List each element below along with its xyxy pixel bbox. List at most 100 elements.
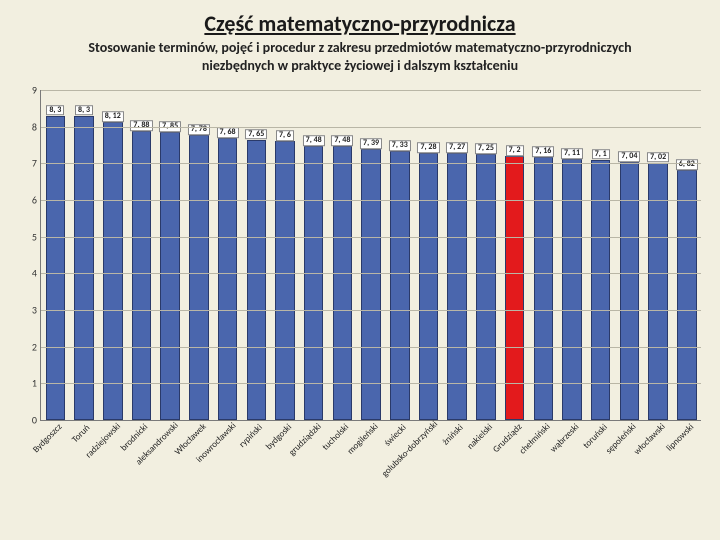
y-tick-label: 6 bbox=[25, 194, 37, 207]
bar-value-label: 7, 48 bbox=[303, 135, 325, 146]
gridline bbox=[41, 90, 701, 91]
bar bbox=[46, 116, 66, 420]
y-tick-label: 0 bbox=[25, 414, 37, 427]
bar-slot: 7, 11 bbox=[558, 90, 587, 420]
x-label-slot: Włocławek bbox=[184, 422, 213, 522]
bar-chart: 8, 38, 38, 127, 887, 857, 787, 687, 657,… bbox=[16, 84, 704, 524]
bar-value-label: 8, 3 bbox=[46, 105, 64, 116]
bar-value-label: 6, 82 bbox=[676, 159, 698, 170]
x-axis-labels: BydgoszczToruńradziejowskibrodnickialeks… bbox=[40, 422, 700, 522]
bar-slot: 8, 3 bbox=[70, 90, 99, 420]
x-label-slot: rypiński bbox=[241, 422, 270, 522]
bar-value-label: 7, 11 bbox=[561, 149, 583, 160]
x-label-slot: tucholski bbox=[327, 422, 356, 522]
bar-slot: 7, 27 bbox=[443, 90, 472, 420]
x-label-slot: brodnicki bbox=[126, 422, 155, 522]
y-tick-label: 9 bbox=[25, 84, 37, 97]
bar-value-label: 8, 12 bbox=[102, 111, 124, 122]
bar bbox=[304, 146, 324, 420]
x-label-slot: lipnowski bbox=[671, 422, 700, 522]
bar-slot: 8, 12 bbox=[98, 90, 127, 420]
slide: Część matematyczno-przyrodnicza Stosowan… bbox=[0, 0, 720, 540]
bar-slot: 7, 6 bbox=[271, 90, 300, 420]
x-axis-label: rypiński bbox=[237, 422, 265, 450]
subtitle-line-1: Stosowanie terminów, pojęć i procedur z … bbox=[88, 39, 631, 56]
x-axis-label: żniński bbox=[440, 422, 465, 447]
bar bbox=[189, 135, 209, 420]
gridline bbox=[41, 163, 701, 164]
x-label-slot: golubsko-dobrzyński bbox=[413, 422, 442, 522]
x-label-slot: Bydgoszcz bbox=[40, 422, 69, 522]
bar-slot: 7, 78 bbox=[185, 90, 214, 420]
bar bbox=[247, 140, 267, 421]
bar-value-label: 7, 25 bbox=[475, 143, 497, 154]
bar-slot: 7, 48 bbox=[328, 90, 357, 420]
bar-value-label: 7, 6 bbox=[276, 131, 294, 142]
subtitle-line-2: niezbędnych w praktyce życiowej i dalszy… bbox=[202, 57, 518, 74]
x-label-slot: wąbrzeski bbox=[557, 422, 586, 522]
x-label-slot: aleksandrowski bbox=[155, 422, 184, 522]
bar-slot: 7, 28 bbox=[414, 90, 443, 420]
bar bbox=[447, 153, 467, 420]
bar-value-label: 7, 2 bbox=[506, 145, 524, 156]
x-label-slot: bydgoski bbox=[270, 422, 299, 522]
bar-slot: 7, 88 bbox=[127, 90, 156, 420]
bar-slot: 7, 65 bbox=[242, 90, 271, 420]
bar bbox=[160, 132, 180, 420]
bar bbox=[218, 138, 238, 420]
bar-slot: 7, 2 bbox=[500, 90, 529, 420]
bar-value-label: 7, 65 bbox=[245, 129, 267, 140]
x-axis-label: Toruń bbox=[70, 423, 93, 446]
bar-value-label: 7, 78 bbox=[188, 124, 210, 135]
bar bbox=[505, 156, 525, 420]
gridline bbox=[41, 383, 701, 384]
gridline bbox=[41, 200, 701, 201]
y-tick-label: 4 bbox=[25, 267, 37, 280]
x-label-slot: nakielski bbox=[471, 422, 500, 522]
bar-slot: 7, 68 bbox=[213, 90, 242, 420]
y-tick-label: 5 bbox=[25, 230, 37, 243]
bar-slot: 6, 82 bbox=[672, 90, 701, 420]
bar-slot: 7, 1 bbox=[586, 90, 615, 420]
bar-value-label: 7, 28 bbox=[417, 142, 439, 153]
bars-container: 8, 38, 38, 127, 887, 857, 787, 687, 657,… bbox=[41, 90, 701, 420]
bar-slot: 7, 39 bbox=[357, 90, 386, 420]
bar bbox=[103, 122, 123, 420]
gridline bbox=[41, 127, 701, 128]
x-label-slot: Grudziądz bbox=[499, 422, 528, 522]
bar-slot: 8, 3 bbox=[41, 90, 70, 420]
bar bbox=[390, 151, 410, 420]
bar-slot: 7, 16 bbox=[529, 90, 558, 420]
x-label-slot: radziejowski bbox=[97, 422, 126, 522]
bar bbox=[591, 160, 611, 420]
bar-value-label: 7, 88 bbox=[130, 120, 152, 131]
bar-value-label: 7, 04 bbox=[618, 151, 640, 162]
bar bbox=[648, 163, 668, 420]
bar-value-label: 7, 27 bbox=[446, 143, 468, 154]
gridline bbox=[41, 237, 701, 238]
bar-value-label: 7, 1 bbox=[592, 149, 610, 160]
bar bbox=[361, 149, 381, 420]
bar bbox=[534, 157, 554, 420]
page-subtitle: Stosowanie terminów, pojęć i procedur z … bbox=[16, 39, 704, 74]
x-label-slot: żniński bbox=[442, 422, 471, 522]
page-title: Część matematyczno-przyrodnicza bbox=[16, 10, 704, 37]
y-tick-label: 7 bbox=[25, 157, 37, 170]
bar bbox=[476, 154, 496, 420]
bar-value-label: 7, 48 bbox=[331, 135, 353, 146]
bar-slot: 7, 33 bbox=[385, 90, 414, 420]
plot-area: 8, 38, 38, 127, 887, 857, 787, 687, 657,… bbox=[40, 90, 701, 421]
bar bbox=[419, 153, 439, 420]
bar-slot: 7, 25 bbox=[472, 90, 501, 420]
bar-value-label: 7, 16 bbox=[532, 147, 554, 158]
x-label-slot: toruński bbox=[585, 422, 614, 522]
y-tick-label: 1 bbox=[25, 377, 37, 390]
y-tick-label: 8 bbox=[25, 120, 37, 133]
x-label-slot: sępoleński bbox=[614, 422, 643, 522]
bar-slot: 7, 85 bbox=[156, 90, 185, 420]
y-tick-label: 2 bbox=[25, 340, 37, 353]
x-label-slot: grudziądzki bbox=[298, 422, 327, 522]
x-label-slot: włocławski bbox=[643, 422, 672, 522]
gridline bbox=[41, 273, 701, 274]
x-label-slot: chełmiński bbox=[528, 422, 557, 522]
